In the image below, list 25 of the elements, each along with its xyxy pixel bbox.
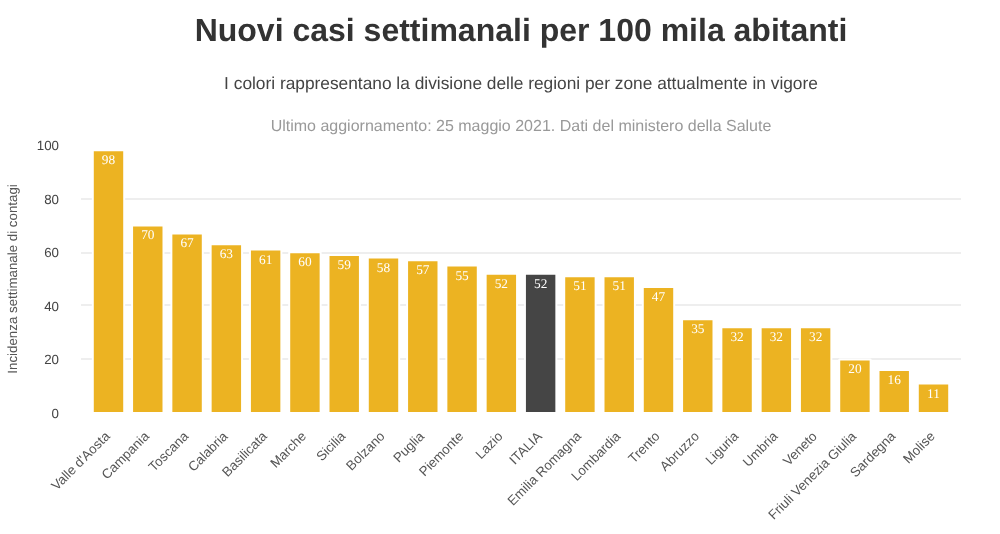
bar [484,272,519,413]
bar [641,286,676,413]
bar [445,264,479,413]
bar [248,248,283,413]
bar [798,326,833,413]
chart-subtitle: I colori rappresentano la divisione delle regioni per zone attualmente in vigore [224,73,819,93]
bar [563,275,597,413]
bar [602,275,636,413]
bar [406,259,440,413]
bar [327,253,361,413]
chart-title: Nuovi casi settimanali per 100 mila abitanti [194,15,848,49]
bar [170,232,204,413]
bar [681,318,715,413]
bar [131,224,165,413]
bar [288,251,322,413]
bar [877,369,911,413]
bar [209,243,244,413]
bar [838,358,872,413]
bar [916,382,951,413]
bar [523,272,558,413]
bar [366,256,401,413]
bar [759,326,794,413]
bar [720,326,754,413]
text: Ultimo aggiornamento: 25 maggio 2021. Dati del ministero della Salute [270,117,773,135]
bar [91,149,126,413]
